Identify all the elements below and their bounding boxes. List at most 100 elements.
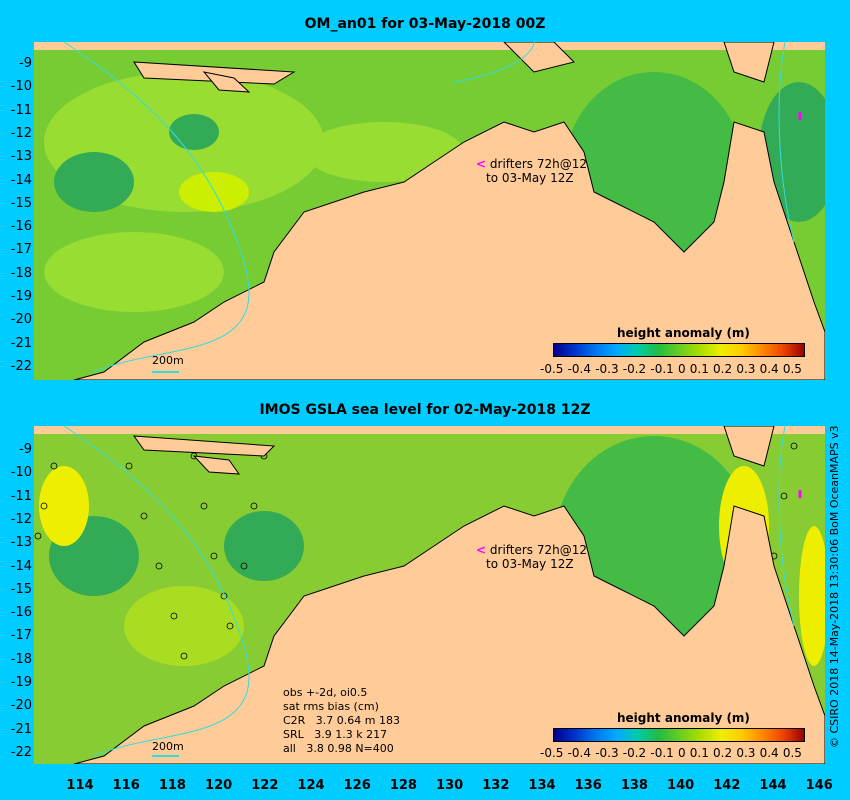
stats-line: C2R 3.7 0.64 m 183	[283, 714, 400, 727]
bottom-map-canvas	[34, 426, 825, 764]
colorbar-tick: 0.1	[689, 362, 709, 376]
drifters-label-date: to 03-May 12Z	[486, 557, 574, 571]
colorbar-tick: -0.2	[622, 746, 647, 760]
stats-line: SRL 3.9 1.3 k 217	[283, 728, 388, 741]
colorbar-tick: -0.3	[595, 362, 619, 376]
lat-tick-label: -16	[10, 219, 32, 235]
lat-tick-label: -13	[10, 535, 32, 551]
lat-tick-label: -21	[10, 721, 32, 737]
stats-line: sat rms bias (cm)	[283, 700, 379, 713]
isobath-200m	[63, 426, 250, 757]
lat-tick-label: -22	[10, 358, 32, 374]
lon-tick-label: 134	[528, 778, 556, 793]
lat-tick-label: -14	[10, 558, 32, 574]
ocean-anomaly-region	[799, 526, 825, 666]
colorbar-tick: 0.3	[736, 362, 756, 376]
lon-tick-label: 138	[620, 778, 648, 793]
australia-landmass	[73, 505, 825, 764]
top-map-canvas	[34, 42, 825, 380]
lat-tick-label: -22	[10, 744, 32, 760]
lat-tick-label: -10	[10, 79, 32, 95]
lon-tick-label: 140	[667, 778, 695, 793]
lat-tick-label: -17	[10, 628, 32, 644]
colorbar-tick: 0	[677, 362, 686, 376]
colorbar-ticks: -0.5 -0.4 -0.3 -0.2 -0.1 0 0.1 0.2 0.3 0.4 0.5	[540, 362, 802, 376]
colorbar-ticks: -0.5 -0.4 -0.3 -0.2 -0.1 0 0.1 0.2 0.3 0.4 0.5	[540, 746, 802, 760]
ocean-anomaly-region	[54, 152, 134, 212]
isobath-200m	[63, 42, 250, 373]
drifters-legend: < drifters 72h@12 to 03-May 12Z	[476, 543, 587, 571]
lon-tick-label: 128	[389, 778, 417, 793]
colorbar-tick: -0.2	[622, 362, 647, 376]
lat-tick-label: -9	[19, 56, 32, 71]
colorbar-tick: 0.4	[759, 746, 779, 760]
top-panel-title: OM_an01 for 03-May-2018 00Z	[304, 16, 546, 32]
lon-tick-label: 142	[713, 778, 741, 793]
colorbar-tick: 0.3	[736, 746, 756, 760]
scale-label: 200m	[152, 354, 184, 367]
colorbar-tick: 0.1	[689, 746, 709, 760]
colorbar-tick: -0.4	[567, 746, 592, 760]
isobath-200m	[778, 426, 795, 627]
colorbar-tick: 0.5	[782, 746, 802, 760]
isobath-200m	[453, 42, 535, 83]
ocean-anomaly-region	[179, 172, 249, 212]
top-map[interactable]	[34, 42, 825, 380]
island	[202, 71, 251, 93]
colorbar-tick: 0	[677, 746, 686, 760]
lat-tick-label: -21	[10, 335, 32, 351]
colorbar	[553, 728, 805, 742]
ocean-anomaly-region	[169, 114, 219, 150]
colorbar-tick: -0.5	[540, 746, 564, 760]
isobath-200m	[778, 42, 795, 243]
lat-tick-label: -20	[10, 698, 32, 714]
lon-tick-label: 120	[205, 778, 233, 793]
lat-tick-label: -19	[10, 289, 32, 304]
ocean-anomaly-region	[39, 466, 89, 546]
australia-landmass	[73, 121, 825, 380]
colorbar-tick: -0.1	[650, 362, 674, 376]
northern-land	[34, 42, 825, 50]
credit-text: © CSIRO 2018 14-May-2018 13:30:06 BoM Oc…	[828, 425, 841, 748]
lat-tick-label: -14	[10, 172, 32, 188]
colorbar-tick: -0.3	[595, 746, 619, 760]
lat-tick-label: -9	[19, 442, 32, 457]
bottom-panel-title: IMOS GSLA sea level for 02-May-2018 12Z	[259, 402, 591, 418]
island	[723, 426, 775, 467]
lon-tick-label: 144	[759, 778, 787, 793]
colorbar-tick: 0.2	[713, 362, 733, 376]
colorbar-tick: 0.2	[713, 746, 733, 760]
colorbar	[553, 343, 805, 357]
island	[192, 455, 241, 475]
ocean-anomaly-region	[224, 511, 304, 581]
island	[723, 42, 775, 83]
lat-tick-label: -16	[10, 605, 32, 621]
colorbar-title: height anomaly (m)	[617, 711, 750, 725]
lon-tick-label: 124	[297, 778, 325, 793]
island	[503, 42, 575, 73]
lon-tick-label: 122	[251, 778, 279, 793]
lon-tick-label: 146	[805, 778, 833, 793]
lat-tick-label: -12	[10, 125, 32, 141]
lon-tick-label: 114	[66, 778, 94, 793]
stats-line: obs +-2d, oi0.5	[283, 686, 368, 699]
ocean-anomaly-region	[304, 122, 464, 182]
lat-tick-label: -17	[10, 242, 32, 258]
drifters-label: drifters 72h@12	[489, 157, 588, 171]
lat-tick-label: -11	[10, 102, 32, 118]
lat-tick-label: -10	[10, 465, 32, 481]
scale-label: 200m	[152, 740, 184, 753]
lon-tick-label: 136	[574, 778, 602, 793]
colorbar-tick: -0.1	[650, 746, 674, 760]
colorbar-tick: 0.5	[782, 362, 802, 376]
drifter-arrow-icon: <	[476, 543, 487, 557]
lat-tick-label: -12	[10, 511, 32, 527]
lon-tick-label: 126	[343, 778, 371, 793]
lon-tick-label: 118	[158, 778, 186, 793]
ocean-anomaly-region	[124, 586, 244, 666]
colorbar-tick: -0.4	[567, 362, 592, 376]
lat-tick-label: -15	[10, 195, 32, 211]
lat-tick-label: -18	[10, 651, 32, 667]
bottom-map[interactable]	[34, 426, 825, 764]
lat-tick-label: -15	[10, 581, 32, 597]
